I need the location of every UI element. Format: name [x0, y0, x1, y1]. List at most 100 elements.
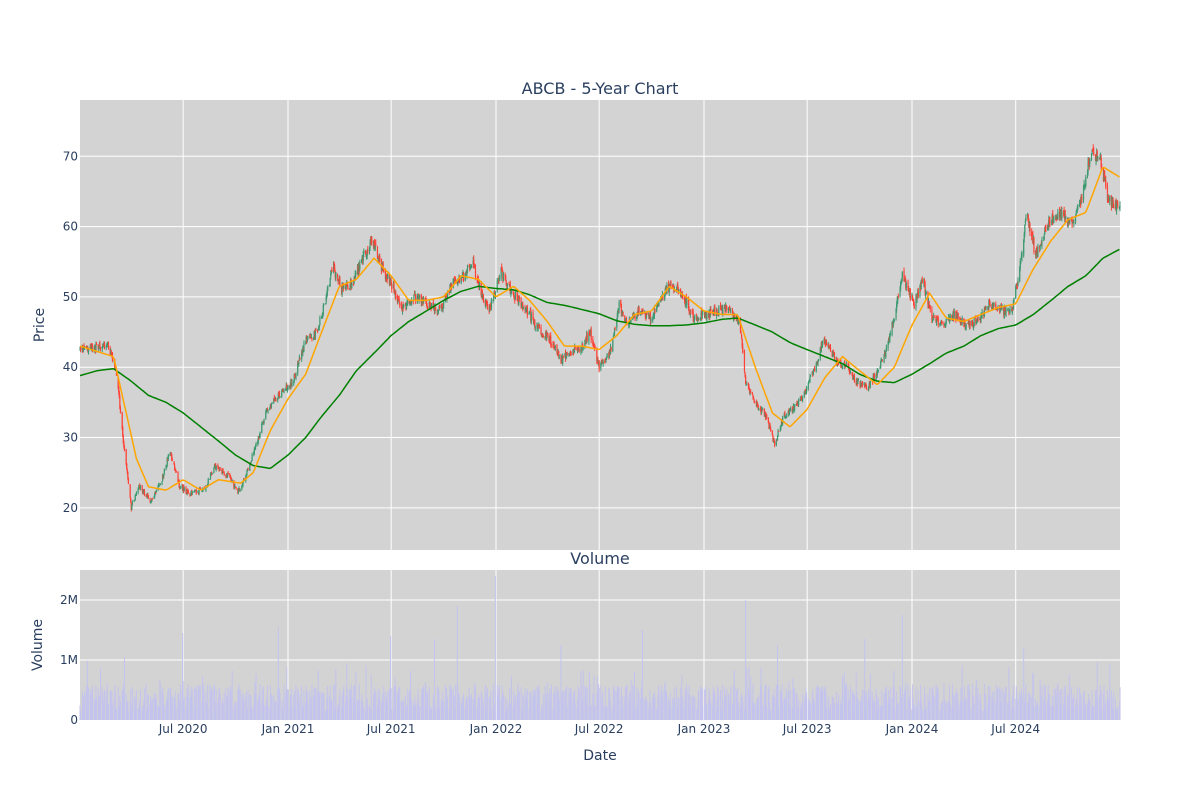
volume-bar [549, 699, 551, 720]
candle-body [454, 279, 457, 282]
volume-bar [123, 692, 125, 720]
volume-bar [528, 709, 530, 720]
volume-bar [322, 692, 324, 720]
candle-body [139, 485, 142, 489]
candle-body [493, 294, 495, 300]
volume-bar [654, 697, 656, 720]
volume-bar [118, 706, 120, 720]
candle-body [987, 306, 989, 309]
volume-bar [374, 691, 376, 720]
volume-bar [408, 691, 410, 720]
volume-bar [779, 689, 781, 720]
candle-body [880, 361, 882, 368]
candle-body [429, 301, 431, 307]
volume-bar [151, 698, 153, 720]
candle-body [470, 266, 473, 268]
volume-bar [1036, 702, 1038, 720]
candle-body [153, 496, 155, 498]
volume-bar [522, 695, 524, 720]
volume-bar [760, 667, 762, 720]
volume-bar [965, 698, 967, 720]
volume-bar [646, 700, 648, 720]
volume-bar [574, 703, 576, 720]
candle-body [520, 298, 522, 307]
volume-bar [682, 699, 684, 720]
volume-bar [909, 696, 911, 720]
candle-body [118, 386, 120, 393]
volume-bar [462, 698, 464, 720]
volume-bar [342, 689, 344, 720]
volume-bar [414, 706, 416, 720]
volume-bar [350, 690, 352, 720]
volume-bar [618, 687, 620, 720]
volume-bar [945, 703, 947, 720]
candle-body [1087, 161, 1089, 172]
candle-body [993, 303, 995, 306]
candle-body [901, 272, 903, 279]
volume-bar [657, 685, 659, 720]
date-x-tick-label: Jan 2021 [261, 722, 315, 736]
volume-bar [310, 707, 312, 720]
candle-body [242, 481, 244, 486]
volume-bar [1118, 702, 1120, 720]
volume-bar [1051, 706, 1053, 720]
volume-bar [977, 687, 979, 720]
candle-body [933, 315, 935, 318]
candle-body [550, 344, 552, 346]
candle-body [546, 333, 548, 339]
volume-chart-title: Volume [570, 549, 630, 568]
candle-body [662, 295, 664, 299]
volume-bar [484, 686, 486, 720]
volume-bar [1019, 699, 1021, 720]
volume-bar [422, 688, 424, 720]
volume-bar [267, 706, 269, 720]
candle-body [676, 287, 678, 291]
volume-bar [720, 690, 722, 720]
volume-bar [1024, 693, 1026, 720]
volume-bar [1096, 662, 1098, 720]
candle-body [892, 320, 894, 327]
volume-bar [107, 708, 109, 720]
price-chart-title: ABCB - 5-Year Chart [522, 79, 679, 98]
candle-body [317, 331, 319, 332]
volume-bar [353, 685, 355, 720]
volume-bar [661, 694, 663, 720]
volume-bar [410, 670, 412, 720]
volume-bar [638, 693, 640, 720]
volume-bar [933, 695, 935, 720]
volume-bar [345, 695, 347, 720]
volume-bar [580, 671, 582, 720]
candle-body [729, 310, 731, 313]
volume-bar [150, 702, 152, 720]
volume-bar [582, 670, 584, 720]
candle-body [458, 277, 461, 282]
volume-bar [98, 695, 100, 720]
volume-bar [325, 710, 327, 720]
volume-bar [458, 693, 460, 720]
candle-body [217, 465, 219, 468]
volume-bar [1116, 709, 1118, 720]
candle-body [131, 502, 134, 505]
volume-bar [640, 688, 642, 720]
volume-bar [544, 686, 546, 720]
volume-bar [593, 675, 595, 720]
candle-body [171, 454, 173, 460]
volume-bar [113, 699, 115, 720]
volume-bar [987, 686, 989, 720]
volume-bar [844, 685, 846, 720]
candle-body [201, 490, 203, 491]
candle-body [255, 443, 257, 445]
volume-bar [580, 684, 582, 720]
volume-bar [338, 696, 340, 720]
volume-bar [1013, 708, 1015, 720]
candle-body [297, 362, 299, 374]
volume-bar [301, 705, 303, 720]
candle-body [832, 352, 834, 355]
candle-body [195, 489, 197, 494]
volume-bar [849, 698, 851, 720]
candle-body [905, 283, 907, 288]
volume-bar [766, 707, 768, 720]
candle-body [975, 322, 977, 325]
volume-bar [1012, 693, 1014, 720]
candle-body [975, 317, 977, 323]
